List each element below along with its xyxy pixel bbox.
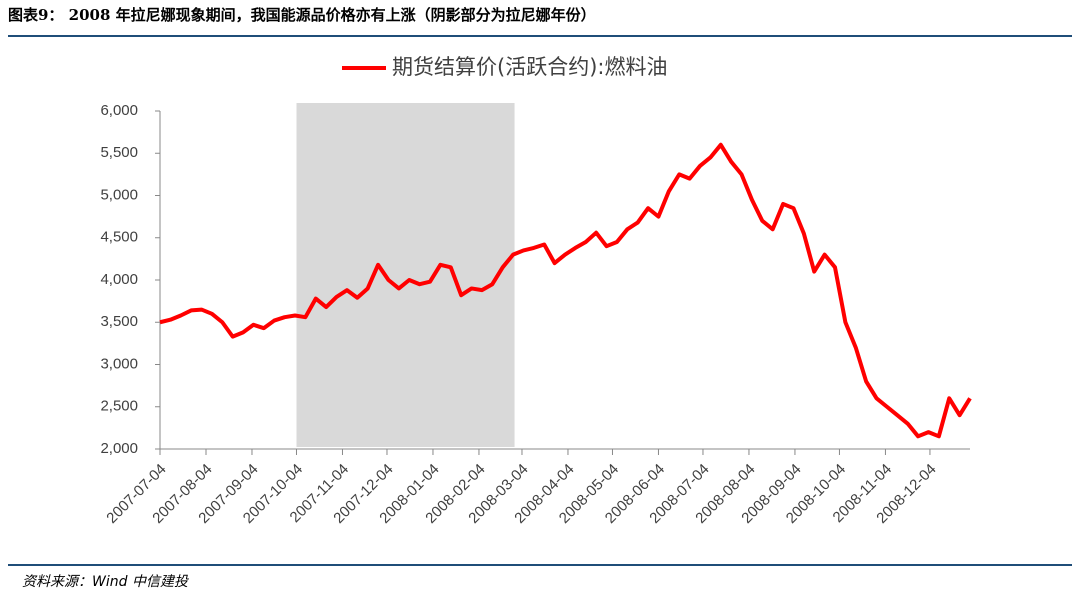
y-tick-label: 6,000 <box>100 102 138 119</box>
y-tick-label: 5,000 <box>100 186 138 203</box>
y-tick-label: 4,500 <box>100 229 138 246</box>
y-tick-label: 2,000 <box>100 440 138 457</box>
source-note: 资料来源：Wind 中信建投 <box>22 574 190 590</box>
shaded-period <box>296 103 515 447</box>
y-tick-label: 5,500 <box>100 144 138 161</box>
y-tick-label: 4,000 <box>100 271 138 288</box>
legend-label: 期货结算价(活跃合约):燃料油 <box>392 55 667 79</box>
line-series <box>159 142 972 439</box>
y-tick-label: 3,000 <box>100 355 138 372</box>
y-tick-label: 3,500 <box>100 313 138 330</box>
header-title: 图表9： 2008 年拉尼娜现象期间，我国能源品价格亦有上涨（阴影部分为拉尼娜年… <box>8 6 596 24</box>
y-tick-label: 2,500 <box>100 398 138 415</box>
